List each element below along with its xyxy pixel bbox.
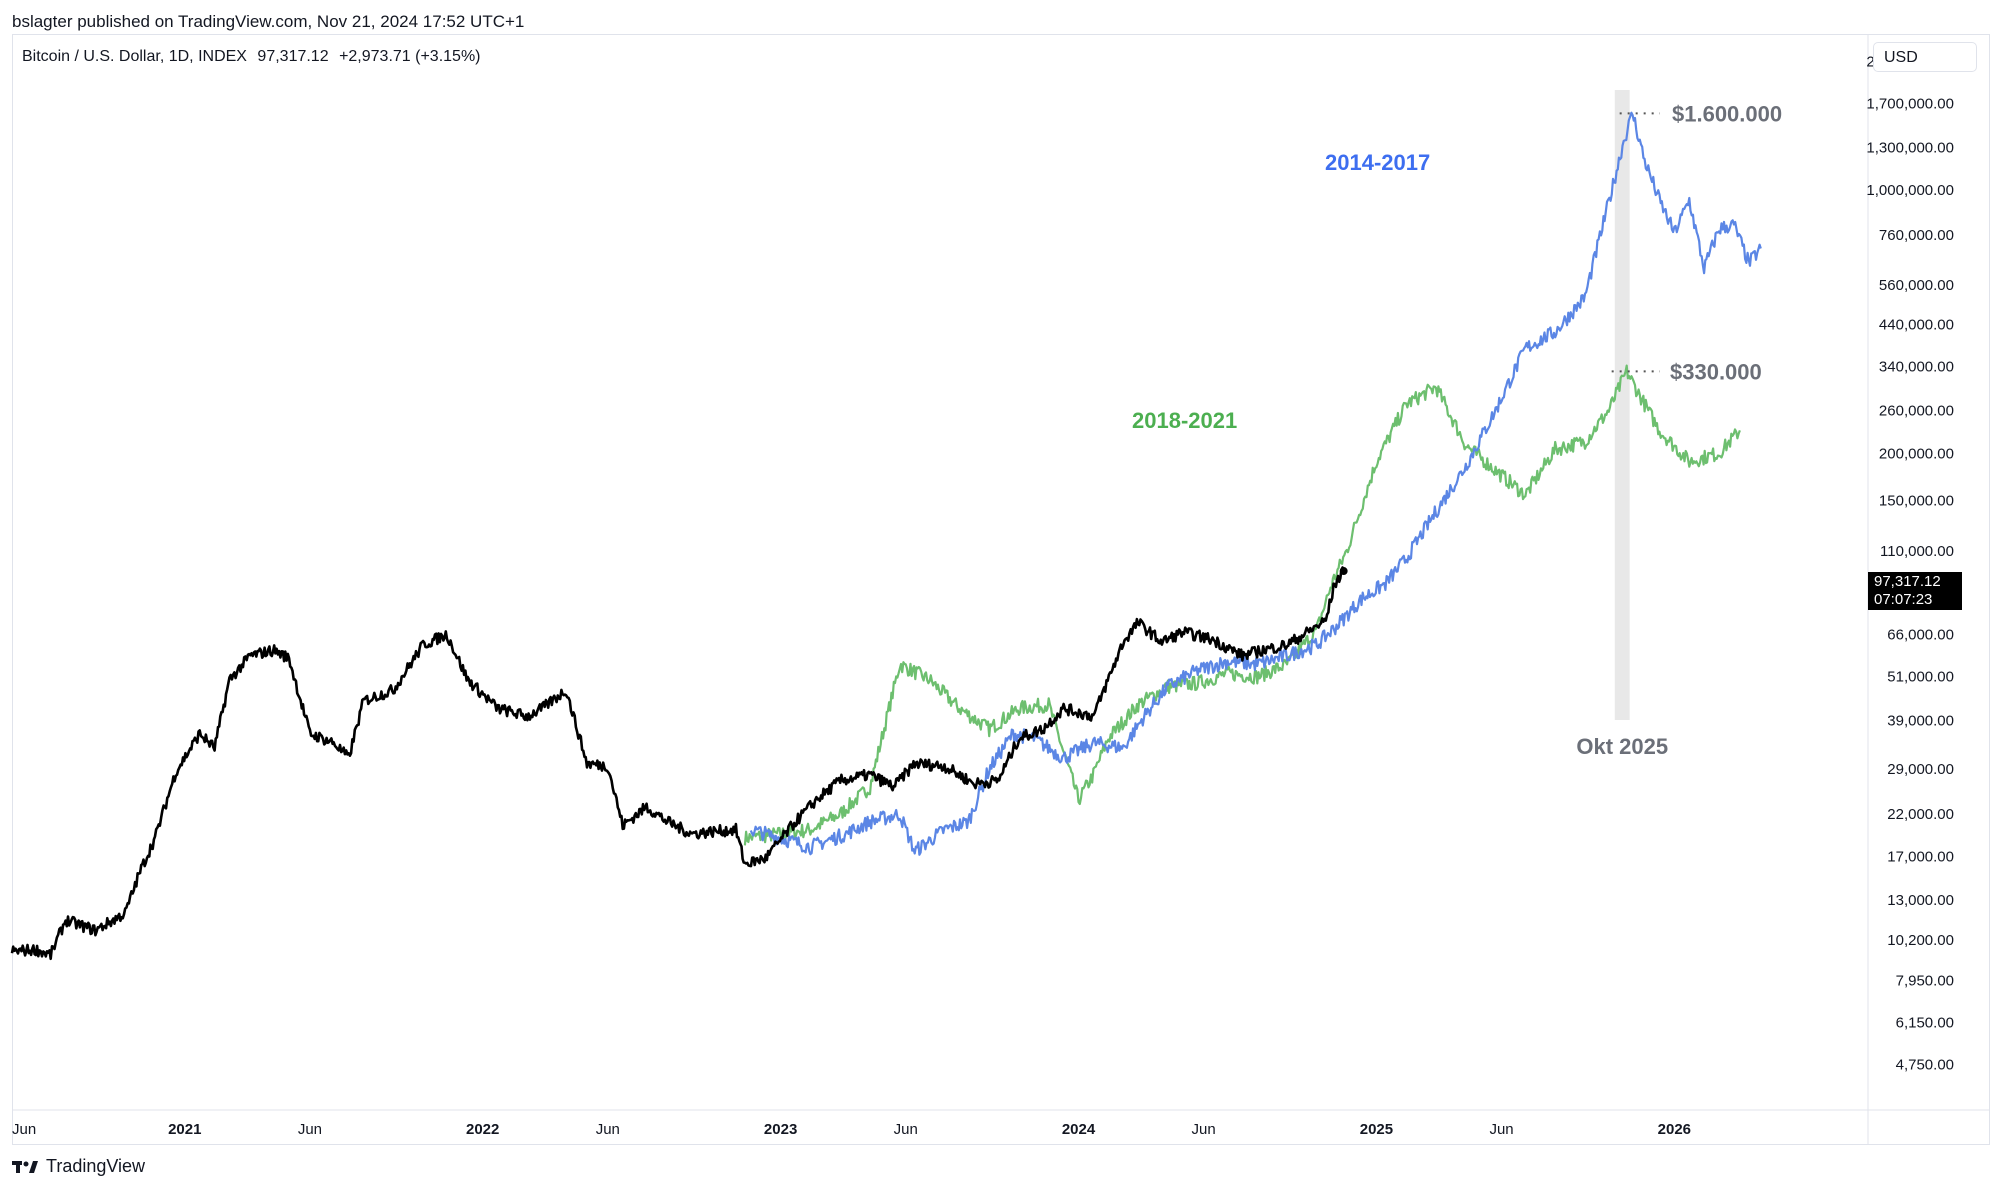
highlight-band-layer: [1615, 90, 1630, 720]
series-line-btc: [12, 568, 1344, 959]
level-label-1600000: $1.600.000: [1672, 101, 1782, 126]
x-tick-label: Jun: [894, 1121, 918, 1138]
series-line-2018-2021: [745, 366, 1740, 846]
y-tick-label: 17,000.00: [1887, 848, 1954, 865]
series-label-2014-2017: 2014-2017: [1325, 150, 1430, 175]
y-tick-label: 200,000.00: [1879, 445, 1954, 462]
y-tick-label: 29,000.00: [1887, 761, 1954, 778]
tradingview-logo-icon: [12, 1159, 40, 1175]
brand-name: TradingView: [46, 1156, 145, 1177]
last-price-value: 97,317.12: [1874, 573, 1962, 591]
axes-layer: 2,200,000.001,700,000.001,300,000.001,00…: [12, 34, 1990, 1144]
x-tick-label: 2025: [1360, 1121, 1393, 1138]
y-tick-label: 39,000.00: [1887, 713, 1954, 730]
x-tick-label: 2026: [1658, 1121, 1691, 1138]
last-price-label: 97,317.12 07:07:23: [1868, 572, 1962, 610]
y-tick-label: 560,000.00: [1879, 277, 1954, 294]
x-tick-label: Jun: [1489, 1121, 1513, 1138]
symbol-change: +2,973.71 (+3.15%): [339, 48, 480, 65]
y-tick-label: 10,200.00: [1887, 932, 1954, 949]
currency-button[interactable]: USD: [1873, 42, 1977, 72]
x-tick-label: 2024: [1062, 1121, 1096, 1138]
y-tick-label: 66,000.00: [1887, 627, 1954, 644]
level-label-330000: $330.000: [1670, 359, 1762, 384]
y-tick-label: 110,000.00: [1880, 543, 1954, 560]
last-price-dot: [1340, 567, 1348, 575]
x-tick-label: 2021: [168, 1121, 201, 1138]
band-label-okt-2025: Okt 2025: [1576, 734, 1668, 759]
highlight-band: [1615, 90, 1630, 720]
x-tick-label: 2022: [466, 1121, 499, 1138]
y-tick-label: 260,000.00: [1879, 402, 1954, 419]
y-tick-label: 1,000,000.00: [1866, 182, 1954, 199]
series-label-2018-2021: 2018-2021: [1132, 408, 1237, 433]
footer-brand[interactable]: TradingView: [12, 1156, 145, 1177]
y-tick-label: 760,000.00: [1879, 227, 1954, 244]
bar-countdown: 07:07:23: [1874, 591, 1962, 609]
y-tick-label: 4,750.00: [1896, 1057, 1954, 1074]
y-tick-label: 6,150.00: [1896, 1014, 1954, 1031]
x-tick-label: 2023: [764, 1121, 797, 1138]
y-tick-label: 1,700,000.00: [1866, 95, 1954, 112]
x-tick-label: Jun: [298, 1121, 322, 1138]
y-tick-label: 13,000.00: [1887, 892, 1954, 909]
x-tick-label: Jun: [1192, 1121, 1216, 1138]
series-layer: [12, 113, 1761, 959]
price-chart[interactable]: 2,200,000.001,700,000.001,300,000.001,00…: [0, 0, 2000, 1187]
y-tick-label: 340,000.00: [1879, 359, 1954, 376]
y-tick-label: 7,950.00: [1896, 972, 1954, 989]
symbol-info: Bitcoin / U.S. Dollar, 1D, INDEX 97,317.…: [22, 48, 487, 66]
x-tick-label: Jun: [596, 1121, 620, 1138]
y-tick-label: 1,300,000.00: [1866, 139, 1954, 156]
y-tick-label: 22,000.00: [1887, 806, 1954, 823]
y-tick-label: 440,000.00: [1879, 316, 1954, 333]
y-tick-label: 51,000.00: [1887, 669, 1954, 686]
x-tick-label: Jun: [12, 1121, 36, 1138]
y-tick-label: 150,000.00: [1879, 492, 1954, 509]
symbol-name: Bitcoin / U.S. Dollar, 1D, INDEX: [22, 48, 247, 65]
symbol-price: 97,317.12: [257, 48, 328, 65]
